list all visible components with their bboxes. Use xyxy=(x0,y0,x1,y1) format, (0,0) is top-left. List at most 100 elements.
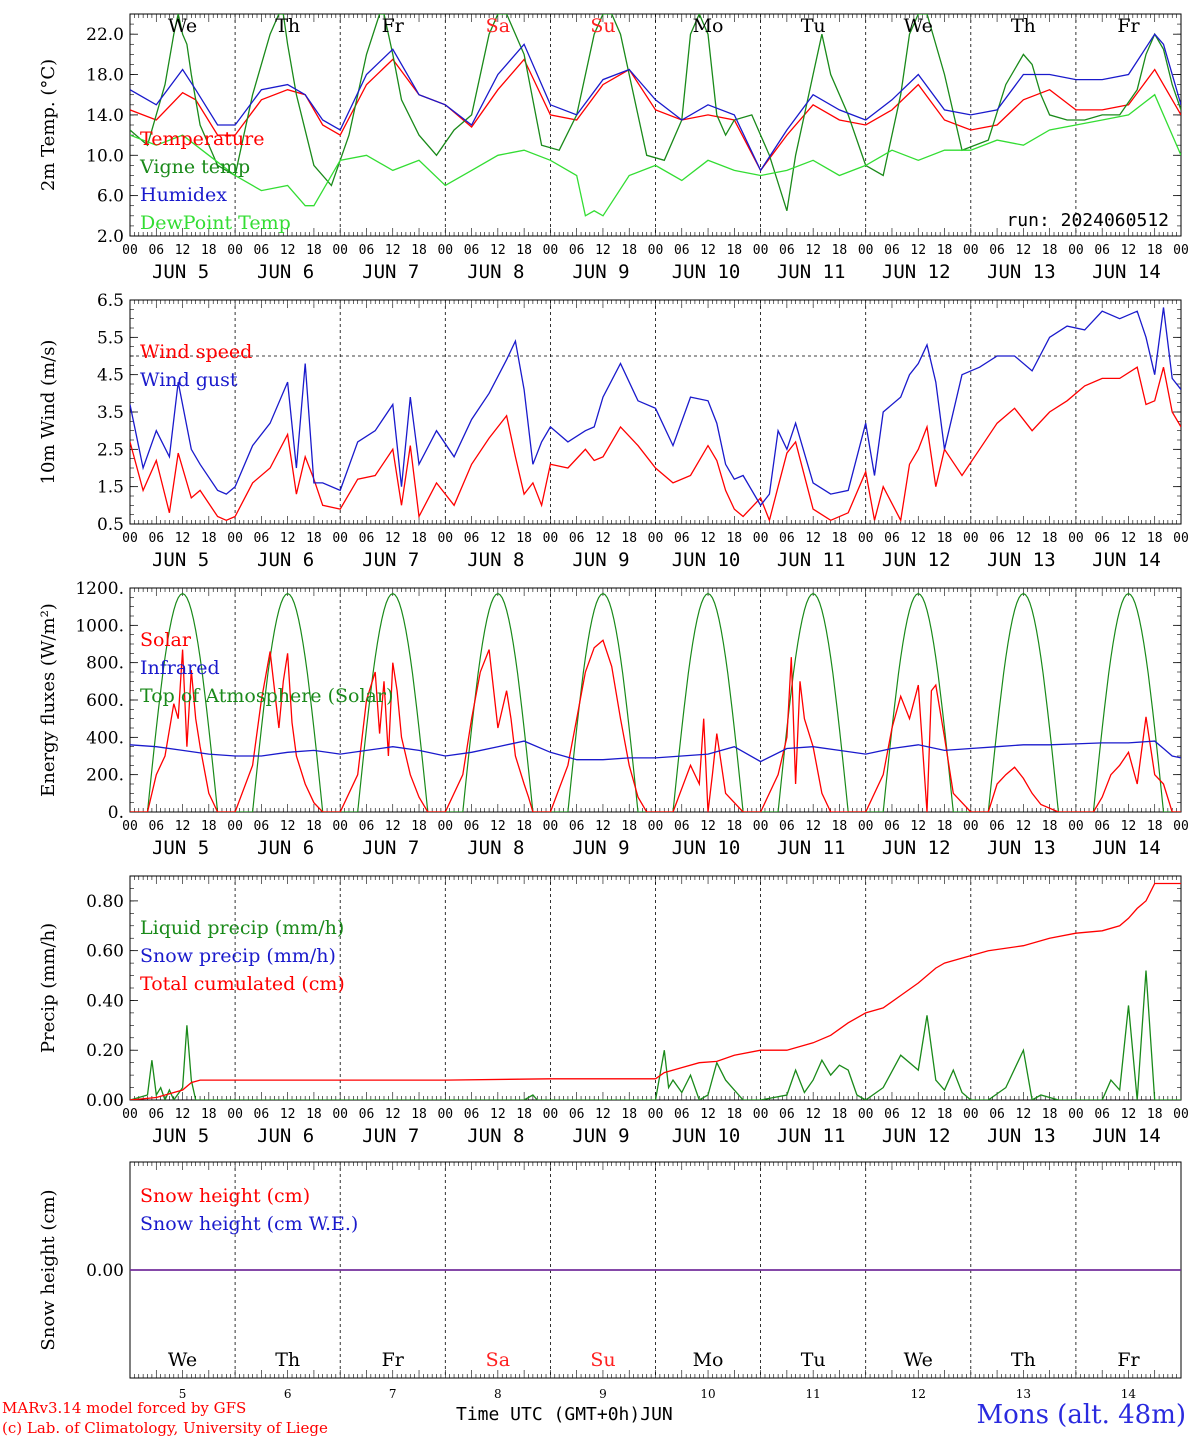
series-line-wind-gust xyxy=(130,307,1181,507)
date-label: JUN 12 xyxy=(882,549,951,571)
hour-tick-label: 12 xyxy=(385,1107,401,1122)
day-number-label: 11 xyxy=(806,1387,821,1401)
hour-tick-label: 06 xyxy=(254,1107,270,1122)
hour-tick-label: 18 xyxy=(1147,1107,1163,1122)
hour-tick-label: 18 xyxy=(1042,1107,1058,1122)
hour-tick-label: 12 xyxy=(700,1107,716,1122)
y-tick-label: 14.0 xyxy=(86,106,124,126)
hour-tick-label: 00 xyxy=(1173,243,1189,258)
weekday-label: Fr xyxy=(1117,15,1140,37)
y-tick-label: 0.20 xyxy=(86,1041,124,1061)
hour-tick-label: 00 xyxy=(1173,531,1189,546)
hour-tick-label: 18 xyxy=(1042,819,1058,834)
hour-tick-label: 06 xyxy=(1094,531,1110,546)
plot-frame xyxy=(129,299,1182,525)
hour-tick-label: 12 xyxy=(595,243,611,258)
hour-tick-label: 18 xyxy=(726,819,742,834)
date-label: JUN 11 xyxy=(777,837,846,859)
hour-tick-label: 12 xyxy=(280,243,296,258)
hour-tick-label: 18 xyxy=(726,243,742,258)
y-axis-label: Precip (mm/h) xyxy=(38,923,59,1053)
weekday-label: We xyxy=(904,15,933,37)
hour-tick-label: 00 xyxy=(437,1107,453,1122)
hour-tick-label: 18 xyxy=(937,531,953,546)
y-axis-label: Energy fluxes (W/m²) xyxy=(38,603,59,797)
hour-tick-label: 18 xyxy=(201,1107,217,1122)
hour-tick-label: 06 xyxy=(884,1107,900,1122)
day-number-label: 7 xyxy=(389,1387,397,1401)
legend-entry: Humidex xyxy=(140,184,227,206)
series-group xyxy=(130,14,1181,217)
date-label: JUN 14 xyxy=(1092,549,1161,571)
hour-tick-label: 00 xyxy=(858,243,874,258)
legend-entry: Solar xyxy=(140,629,192,651)
hour-tick-label: 18 xyxy=(411,819,427,834)
hour-tick-label: 18 xyxy=(832,531,848,546)
hour-tick-label: 00 xyxy=(858,819,874,834)
series-line-solar xyxy=(130,639,1181,812)
hour-tick-label: 06 xyxy=(254,531,270,546)
y-tick-label: 800. xyxy=(86,654,124,674)
day-number-label: 6 xyxy=(284,1387,292,1401)
weekday-label: Tu xyxy=(801,15,826,37)
series-group xyxy=(130,882,1181,1100)
day-number-label: 10 xyxy=(700,1387,715,1401)
hour-tick-label: 18 xyxy=(306,1107,322,1122)
date-label: JUN 6 xyxy=(257,837,314,859)
weekday-label: We xyxy=(904,1349,933,1371)
hour-tick-label: 18 xyxy=(621,243,637,258)
hour-tick-label: 00 xyxy=(753,243,769,258)
hour-tick-label: 12 xyxy=(385,819,401,834)
hour-tick-label: 12 xyxy=(175,243,191,258)
hour-tick-label: 18 xyxy=(516,531,532,546)
hour-tick-label: 06 xyxy=(359,531,375,546)
date-label: JUN 10 xyxy=(672,549,741,571)
weekday-label: Fr xyxy=(382,15,405,37)
hour-tick-label: 00 xyxy=(332,1107,348,1122)
hour-tick-label: 06 xyxy=(464,531,480,546)
hour-tick-label: 00 xyxy=(963,819,979,834)
hour-tick-label: 06 xyxy=(884,531,900,546)
hour-tick-label: 06 xyxy=(569,531,585,546)
date-label: JUN 12 xyxy=(882,261,951,283)
hour-tick-label: 00 xyxy=(1173,819,1189,834)
hour-tick-label: 12 xyxy=(1016,531,1032,546)
hour-tick-label: 06 xyxy=(1094,1107,1110,1122)
hour-tick-label: 06 xyxy=(359,819,375,834)
hour-tick-label: 18 xyxy=(516,819,532,834)
hour-tick-label: 18 xyxy=(201,819,217,834)
hour-tick-label: 12 xyxy=(490,243,506,258)
date-label: JUN 8 xyxy=(467,837,524,859)
hour-tick-label: 00 xyxy=(227,1107,243,1122)
hour-tick-label: 12 xyxy=(595,819,611,834)
hour-tick-label: 12 xyxy=(1121,243,1137,258)
hour-tick-label: 18 xyxy=(1147,819,1163,834)
hour-tick-label: 00 xyxy=(332,819,348,834)
y-axis-label: Snow height (cm) xyxy=(38,1189,59,1350)
date-label: JUN 13 xyxy=(987,837,1056,859)
date-label: JUN 14 xyxy=(1092,837,1161,859)
weekday-label: Sa xyxy=(486,1349,510,1371)
legend-entry: Infrared xyxy=(140,657,220,679)
hour-tick-label: 06 xyxy=(148,531,164,546)
date-label: JUN 8 xyxy=(467,1125,524,1147)
run-label: run: 2024060512 xyxy=(1006,210,1169,231)
hour-tick-label: 06 xyxy=(989,819,1005,834)
series-line-humidex xyxy=(130,33,1181,172)
date-label: JUN 5 xyxy=(152,1125,209,1147)
hour-tick-label: 18 xyxy=(832,819,848,834)
hour-tick-label: 00 xyxy=(963,243,979,258)
hour-tick-label: 06 xyxy=(1094,243,1110,258)
hour-tick-label: 00 xyxy=(858,1107,874,1122)
hour-tick-label: 18 xyxy=(832,243,848,258)
series-line-dewpoint-temp xyxy=(130,93,1181,217)
hour-tick-label: 00 xyxy=(1173,1107,1189,1122)
hour-tick-label: 00 xyxy=(543,819,559,834)
hour-tick-label: 06 xyxy=(359,243,375,258)
station-name: Mons (alt. 48m) xyxy=(976,1400,1186,1430)
hour-tick-label: 06 xyxy=(884,819,900,834)
hour-tick-label: 00 xyxy=(753,1107,769,1122)
y-tick-label: 0.00 xyxy=(86,1261,124,1281)
hour-tick-label: 12 xyxy=(175,531,191,546)
hour-tick-label: 00 xyxy=(963,1107,979,1122)
